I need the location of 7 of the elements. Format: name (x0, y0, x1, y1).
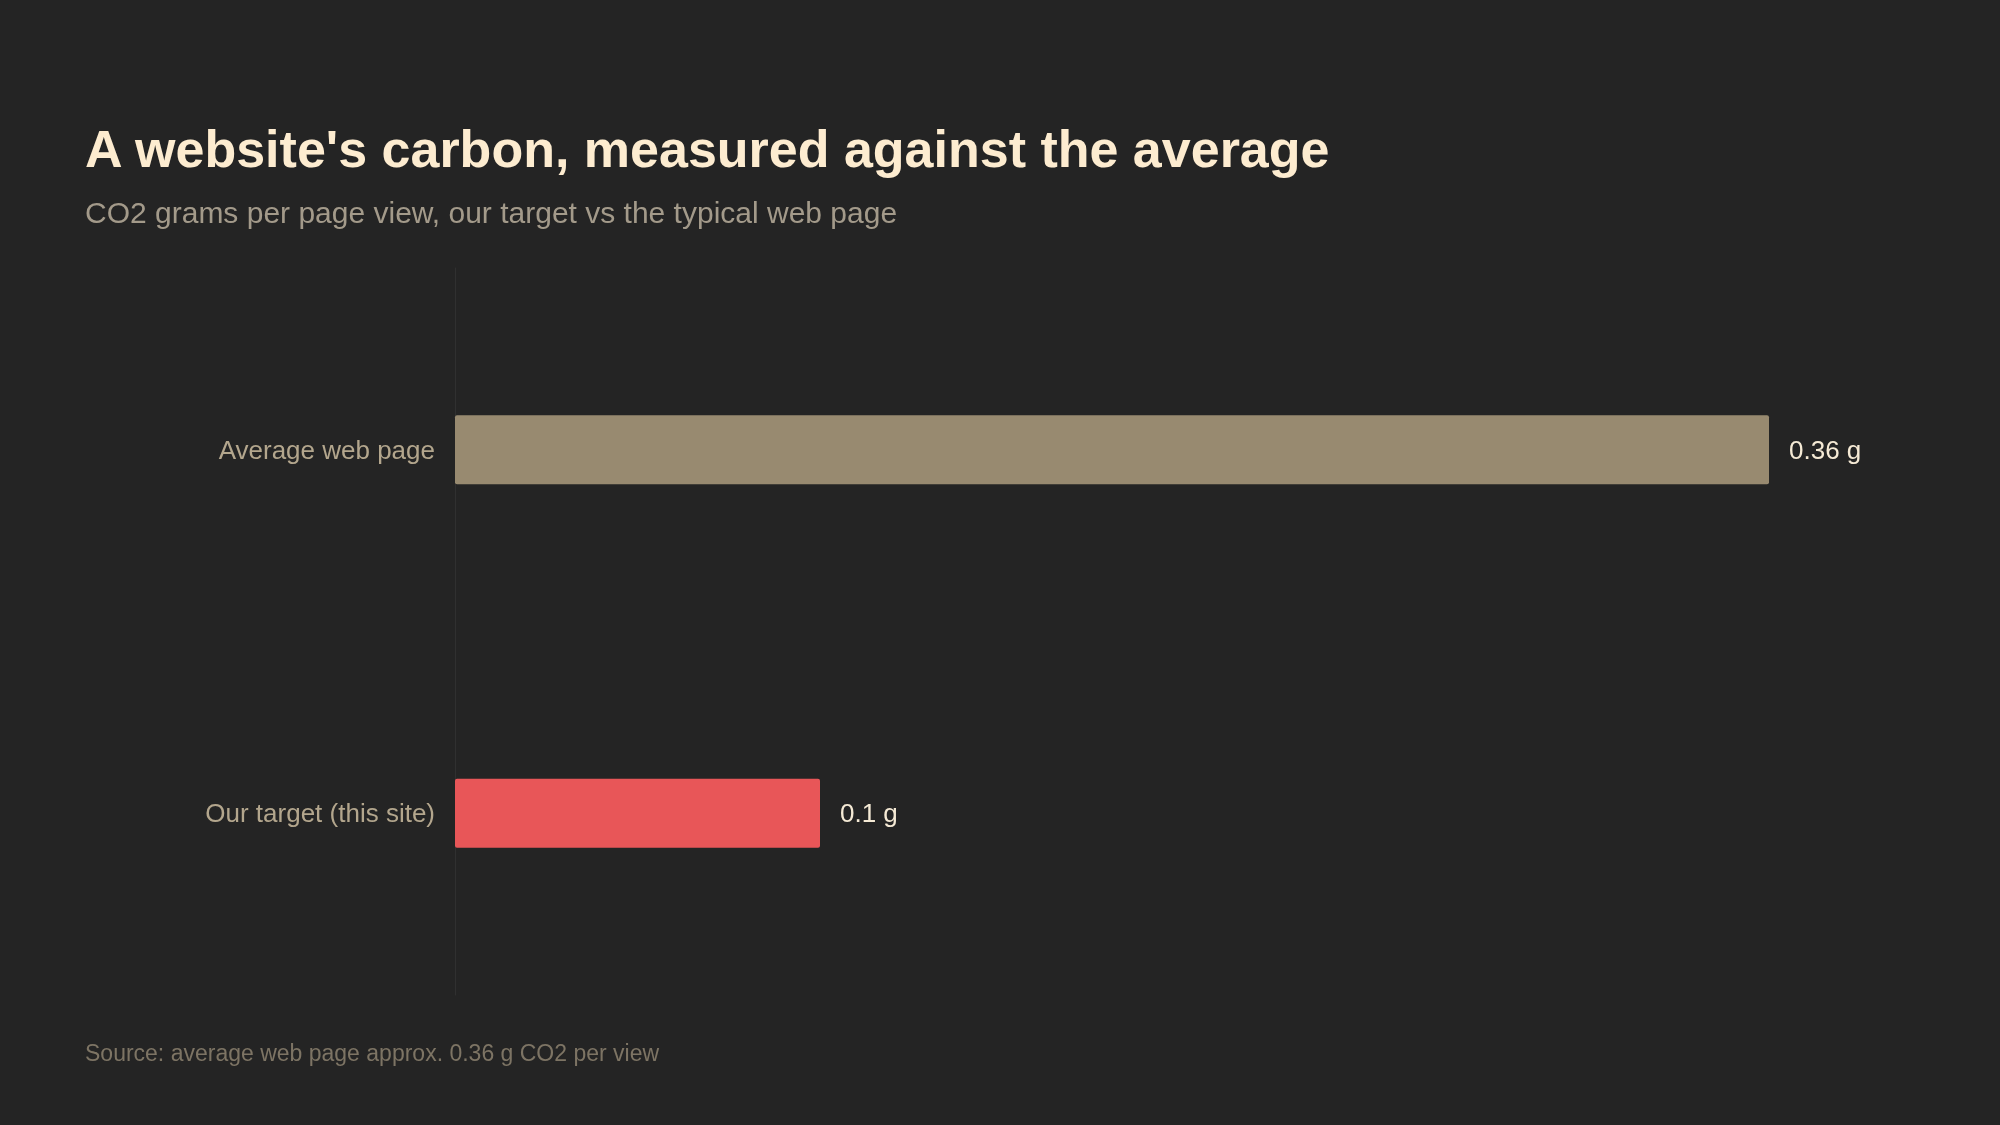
chart-subtitle: CO2 grams per page view, our target vs the typical web page (85, 195, 898, 229)
y-tick-label: Our target (this site) (205, 798, 435, 829)
data-label: 0.36 g (1789, 434, 1862, 465)
chart-title: A website's carbon, measured against the average (85, 120, 1330, 178)
data-label: 0.1 g (840, 798, 898, 829)
y-tick-label: Average web page (218, 434, 435, 465)
source-note: Source: average web page approx. 0.36 g CO2 per view (85, 1039, 660, 1066)
